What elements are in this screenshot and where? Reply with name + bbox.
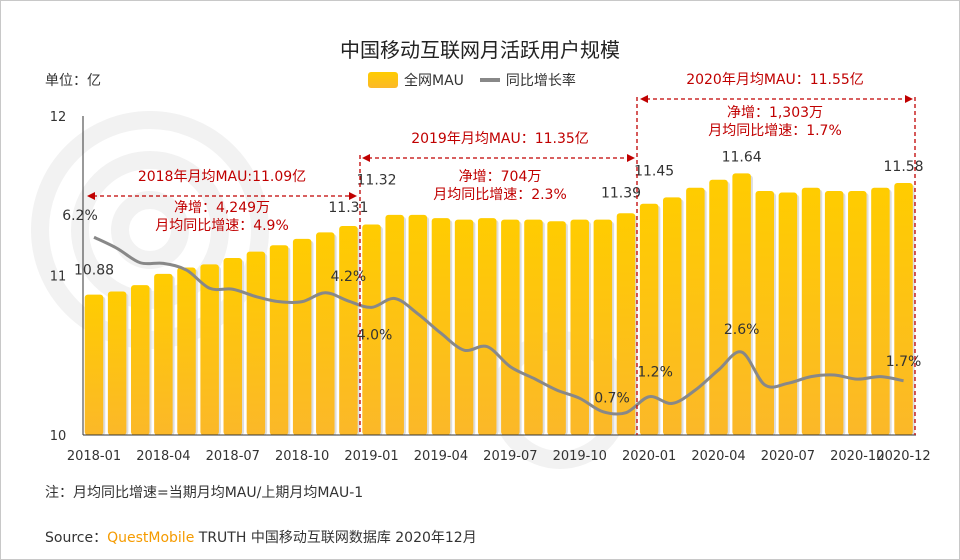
footnote: 注：月均同比增速=当期月均MAU/上期月均MAU-1: [45, 485, 364, 501]
bar: [824, 190, 844, 435]
bar: [732, 173, 751, 436]
x-tick-label: 2019-01: [344, 449, 398, 464]
annotation-title: 2018年月均MAU:11.09亿: [138, 169, 306, 185]
annotation-title: 2020年月均MAU：11.55亿: [686, 72, 864, 88]
bar-data-label: 11.31: [328, 200, 368, 216]
legend-line-swatch: [479, 78, 500, 82]
bar: [454, 219, 474, 435]
legend-bar-label: 全网MAU: [404, 73, 464, 89]
bar: [616, 213, 636, 435]
bar: [663, 197, 682, 435]
annotation-title: 2019年月均MAU：11.35亿: [411, 131, 589, 147]
watermark-ring: [111, 191, 189, 269]
annotation-growth: 月均同比增速：4.9%: [155, 218, 289, 234]
bar: [246, 251, 266, 435]
x-tick-label: 2018-10: [275, 449, 329, 464]
bar: [177, 267, 196, 435]
bar: [107, 291, 127, 435]
annotation-net: 净增：1,303万: [727, 105, 823, 121]
annotation-growth: 月均同比增速：2.3%: [433, 187, 567, 203]
bar: [316, 232, 335, 435]
bar: [848, 190, 867, 435]
bar: [524, 219, 543, 435]
line-data-label: 4.0%: [357, 327, 393, 343]
bar: [570, 219, 589, 435]
line-data-label: 6.2%: [62, 208, 98, 224]
bar: [686, 187, 705, 435]
arrow-right-icon: [349, 192, 357, 200]
bar-data-label: 11.58: [884, 159, 924, 175]
bar: [431, 218, 451, 435]
line-data-label: 1.7%: [886, 354, 922, 370]
bar: [362, 224, 381, 435]
source-line: Source：QuestMobile TRUTH 中国移动互联网数据库 2020…: [45, 527, 477, 547]
x-tick-label: 2020-04: [691, 449, 745, 464]
annotation-growth: 月均同比增速：1.7%: [708, 123, 842, 139]
bar: [292, 238, 312, 435]
x-tick-label: 2020-12: [876, 449, 930, 464]
bar-data-label: 11.45: [634, 164, 674, 180]
bar: [547, 221, 566, 435]
bar: [593, 219, 613, 435]
y-tick-label: 10: [50, 429, 67, 444]
growth-rate-line: [93, 235, 904, 416]
bar-data-label: 10.88: [74, 263, 114, 279]
legend: 全网MAU 同比增长率: [368, 70, 576, 90]
bar: [84, 294, 104, 435]
bar: [385, 214, 404, 435]
x-tick-label: 2018-01: [67, 449, 121, 464]
legend-line-label: 同比增长率: [505, 73, 576, 89]
x-tick-label: 2019-07: [483, 449, 537, 464]
line-data-label: 1.2%: [637, 365, 673, 381]
x-tick-label: 2018-04: [136, 449, 190, 464]
bar: [477, 218, 497, 435]
y-tick-label: 12: [50, 110, 67, 125]
bar: [408, 214, 428, 435]
chart-title: 中国移动互联网月活跃用户规模: [340, 38, 620, 62]
arrow-left-icon: [362, 154, 370, 162]
line-data-label: 0.7%: [594, 391, 630, 407]
arrow-left-icon: [87, 192, 95, 200]
legend-bar-swatch: [368, 72, 398, 88]
bar: [755, 190, 775, 435]
annotation-net: 净增：4,249万: [174, 200, 270, 216]
x-tick-label: 2020-10: [830, 449, 884, 464]
bar-data-label: 11.64: [722, 149, 762, 165]
unit-label: 单位：亿: [45, 73, 101, 89]
bar: [269, 245, 289, 435]
bar: [801, 187, 821, 435]
x-tick-label: 2020-01: [622, 449, 676, 464]
line-data-label: 4.2%: [331, 269, 367, 285]
arrow-left-icon: [640, 95, 648, 103]
source-rest: TRUTH 中国移动互联网数据库 2020年12月: [194, 530, 477, 546]
annotation-net: 净增：704万: [459, 169, 542, 185]
arrow-right-icon: [627, 154, 635, 162]
bar: [223, 257, 243, 435]
bar: [894, 182, 913, 435]
bar: [871, 187, 890, 435]
bar: [339, 226, 358, 435]
bar: [154, 273, 173, 435]
bar: [778, 192, 798, 435]
bar: [131, 285, 150, 435]
bar: [200, 264, 219, 435]
bar-data-label: 11.32: [357, 172, 397, 188]
arrow-right-icon: [905, 95, 913, 103]
y-tick-label: 11: [50, 270, 67, 285]
line-data-label: 2.6%: [724, 322, 760, 338]
bar: [639, 203, 659, 435]
bar: [709, 179, 728, 435]
x-tick-label: 2019-10: [553, 449, 607, 464]
bar-data-label: 11.39: [601, 185, 641, 201]
x-tick-label: 2018-07: [206, 449, 260, 464]
x-tick-label: 2020-07: [761, 449, 815, 464]
source-prefix: Source：: [45, 530, 108, 546]
x-tick-label: 2019-04: [414, 449, 468, 464]
bar: [501, 219, 520, 435]
source-brand: QuestMobile: [107, 530, 195, 546]
